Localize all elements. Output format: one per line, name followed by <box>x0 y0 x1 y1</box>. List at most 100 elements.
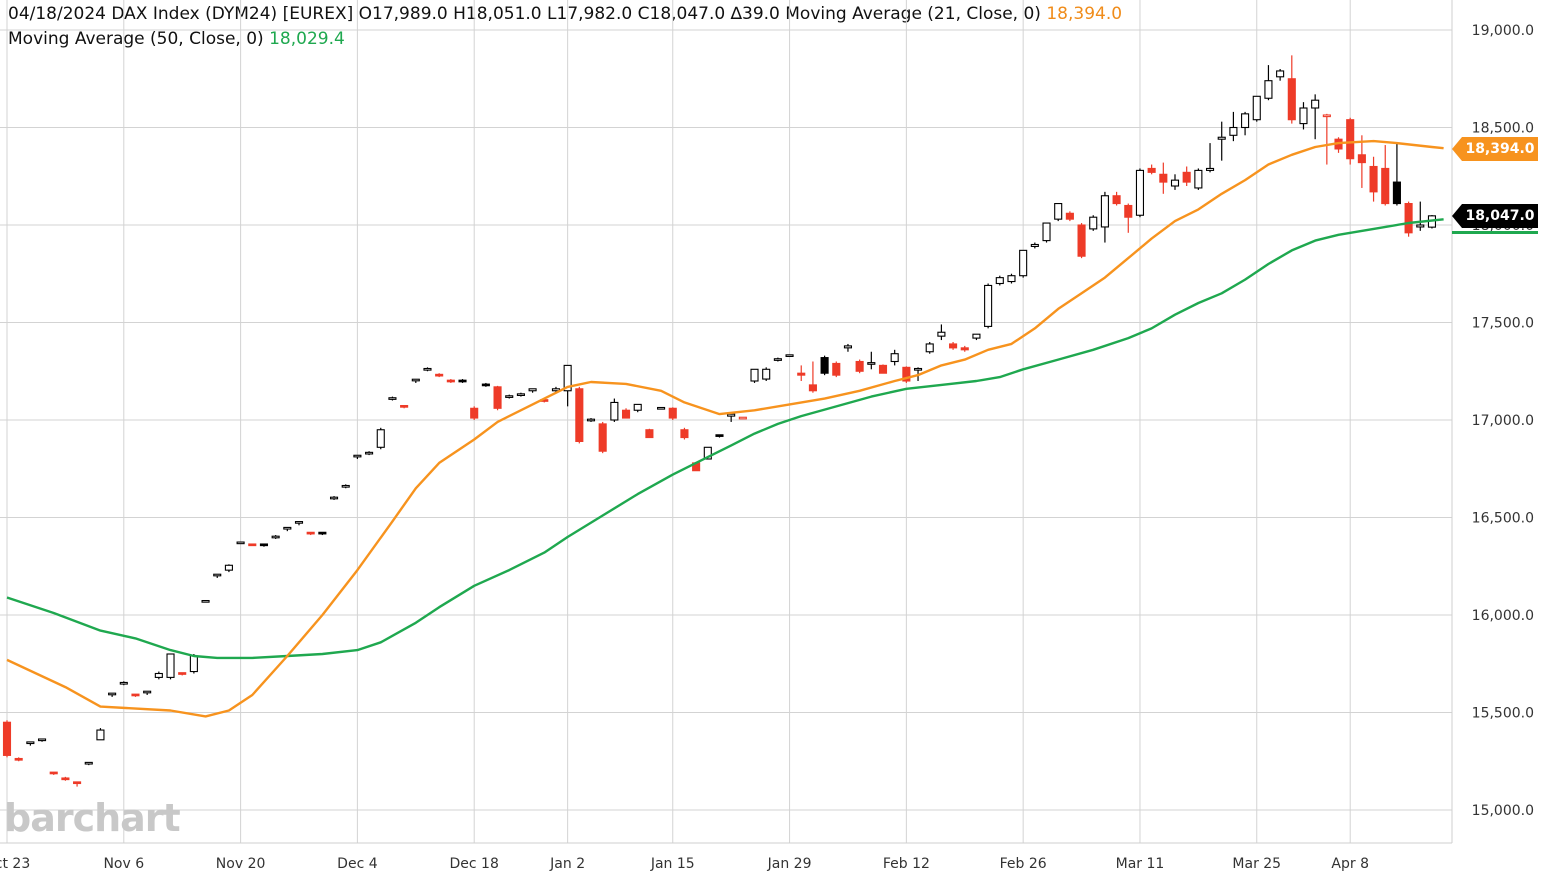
candle <box>621 408 631 419</box>
candle-body <box>201 599 210 603</box>
candle <box>1065 211 1074 222</box>
candle-body <box>878 364 888 374</box>
candle <box>1112 191 1121 206</box>
header-instrument: DAX Index (DYM24) [EUREX] <box>111 4 354 24</box>
candle-body <box>213 573 222 577</box>
candle-body <box>984 284 993 327</box>
candle <box>797 365 806 381</box>
candle-body <box>1007 275 1016 283</box>
candle-body <box>773 358 782 361</box>
candle <box>236 541 245 545</box>
candle <box>773 357 782 362</box>
candle-body <box>493 386 502 409</box>
candle-body <box>411 378 420 382</box>
candle-body <box>435 373 444 377</box>
candle <box>972 333 981 341</box>
candle-body <box>1159 173 1168 183</box>
candle <box>365 451 374 456</box>
candle <box>154 671 163 680</box>
candle <box>259 543 269 547</box>
candle <box>586 418 596 422</box>
candle <box>411 378 420 383</box>
ma21-price-badge: 18,394.0 <box>1452 137 1538 161</box>
candle-body <box>598 423 607 452</box>
candle-body <box>143 690 152 694</box>
candle <box>329 496 339 500</box>
candle-body <box>680 429 689 439</box>
candle <box>820 355 829 376</box>
candle-body <box>248 543 257 547</box>
candle <box>166 653 175 680</box>
candle <box>318 531 327 536</box>
candle-body <box>715 434 724 437</box>
candle <box>341 484 350 489</box>
candle-body <box>1182 171 1191 183</box>
candle <box>1264 65 1273 101</box>
candle <box>528 388 537 393</box>
candle <box>657 406 666 410</box>
candle <box>435 373 444 378</box>
candle <box>1392 143 1401 206</box>
candle-body <box>727 413 736 417</box>
candle-body <box>1229 126 1238 136</box>
y-tick-label: 16,000.0 <box>1472 608 1534 624</box>
candle <box>1217 121 1226 161</box>
candle <box>1007 273 1016 284</box>
candle <box>785 354 794 358</box>
candle <box>26 741 35 746</box>
candle <box>1077 223 1086 259</box>
candle <box>1042 222 1051 243</box>
candle-body <box>633 403 642 411</box>
candle <box>1170 174 1180 190</box>
x-tick-label: Apr 8 <box>1331 856 1369 872</box>
x-tick-label: Mar 11 <box>1116 856 1165 872</box>
candle-body <box>26 741 35 745</box>
candle <box>1369 156 1378 202</box>
candle <box>843 343 853 352</box>
candle-body <box>668 407 677 419</box>
candle <box>353 454 362 459</box>
candle-body <box>855 360 864 372</box>
candle-body <box>843 345 853 349</box>
header-change: ∆39.0 <box>730 4 780 24</box>
candle <box>61 776 70 781</box>
candle-body <box>1135 169 1145 216</box>
candle-body <box>49 771 58 775</box>
candle <box>224 564 233 573</box>
candle <box>108 692 117 697</box>
candle-body <box>224 564 233 571</box>
candle <box>14 757 23 762</box>
x-tick-label: Feb 12 <box>883 856 930 872</box>
candle-body <box>995 277 1004 285</box>
x-tick-label: Nov 6 <box>103 856 144 872</box>
candle-body <box>73 781 82 785</box>
candle-body <box>481 383 490 387</box>
candle <box>37 738 47 742</box>
candle <box>645 428 654 439</box>
candle-body <box>1205 167 1215 171</box>
y-tick-label: 16,500.0 <box>1472 511 1534 527</box>
candle-body <box>832 362 841 376</box>
candle <box>1205 143 1215 173</box>
candle-body <box>586 418 596 422</box>
y-tick-label: 17,000.0 <box>1472 413 1534 429</box>
candle <box>668 407 677 420</box>
candle <box>376 427 385 450</box>
x-tick-label: Jan 29 <box>767 856 812 872</box>
candle <box>808 361 817 393</box>
candle-body <box>890 353 899 363</box>
candle <box>481 382 490 387</box>
candle-body <box>925 343 934 353</box>
candle <box>470 406 479 420</box>
candle-body <box>306 531 315 535</box>
candle-body <box>259 543 269 547</box>
candle <box>937 324 946 341</box>
candle <box>1194 168 1203 190</box>
candle-body <box>365 451 374 455</box>
candle-body <box>645 429 654 439</box>
y-tick-label: 17,500.0 <box>1472 316 1534 332</box>
candle <box>201 599 210 603</box>
candle-body <box>785 354 794 358</box>
candle-body <box>1264 80 1273 99</box>
